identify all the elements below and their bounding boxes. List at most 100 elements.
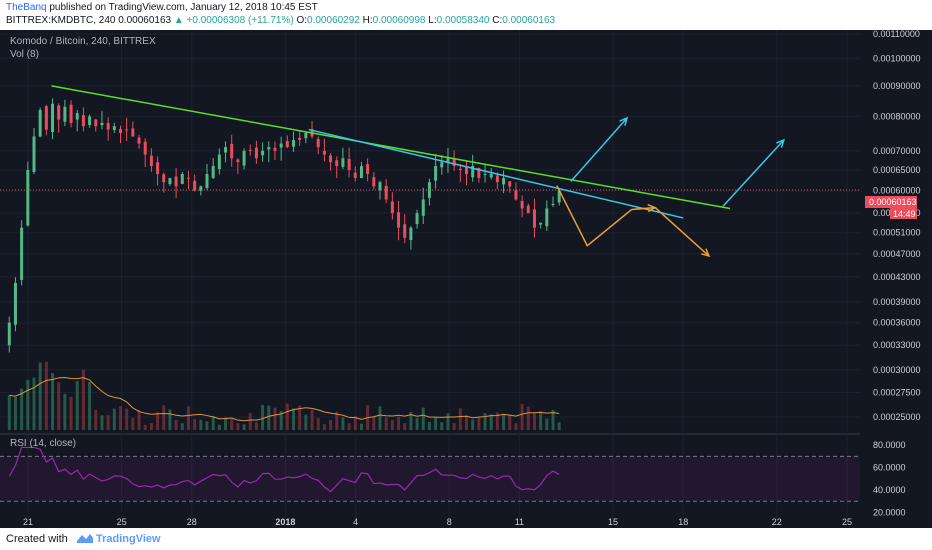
symbol-line: BITTREX:KMDBTC, 240 0.00060163 ▲ +0.0000…	[6, 15, 555, 26]
candle-body	[273, 147, 277, 151]
chart-area[interactable]: 0.00110000 0.00100000 0.00090000 0.00080000…	[0, 30, 932, 528]
volume-bar	[372, 416, 376, 430]
volume-bar	[415, 417, 419, 430]
candle-body	[44, 106, 48, 130]
cyan-arrow-1	[570, 117, 628, 182]
volume-bar	[261, 405, 265, 430]
candle-body	[359, 166, 363, 178]
date-axis-label: 22	[772, 517, 782, 527]
volume-label: Vol (8)	[10, 49, 39, 60]
volume-bar	[329, 419, 333, 430]
candle-body	[199, 186, 203, 191]
date-axis-label: 2018	[275, 517, 295, 527]
volume-bar	[125, 408, 129, 430]
cyan-arrow-2	[722, 139, 785, 207]
volume-bar	[156, 412, 160, 430]
price-axis-label: 0.00039000	[873, 297, 921, 307]
candle-body	[452, 158, 456, 167]
candle-body	[335, 160, 339, 167]
orange-arrow-end-head	[701, 248, 711, 258]
date-axis-label: 28	[187, 517, 197, 527]
volume-bar	[236, 423, 240, 430]
candle-body	[489, 174, 493, 178]
candle-body	[180, 174, 184, 184]
volume-bar	[291, 408, 295, 430]
candle-body	[88, 116, 92, 126]
candle-body	[186, 177, 190, 179]
price-axis-label: 0.00051000	[873, 228, 921, 238]
open-value: 0.00060292	[307, 15, 360, 26]
volume-bar	[539, 411, 543, 430]
volume-ma-line	[9, 376, 560, 422]
volume-bar	[180, 423, 184, 430]
volume-bar	[477, 417, 481, 430]
volume-bar	[440, 422, 444, 430]
volume-bar	[322, 424, 326, 430]
cyan-arrow-1-head	[619, 116, 629, 126]
date-axis-label: 15	[608, 517, 618, 527]
date-axis-label: 25	[117, 517, 127, 527]
candle-body	[298, 137, 302, 140]
candle-body	[205, 174, 209, 189]
close-value: 0.00060163	[502, 15, 556, 26]
volume-bar	[353, 416, 357, 430]
countdown: 14:49	[893, 209, 916, 219]
candle-body	[156, 162, 160, 175]
countdown-bg	[890, 208, 917, 219]
date-axis-label: 25	[842, 517, 852, 527]
candle-body	[230, 143, 234, 159]
created-with-text: Created with	[6, 533, 68, 545]
volume-bar	[193, 418, 197, 430]
volume-bar	[397, 416, 401, 430]
price-axis-label: 0.00080000	[873, 111, 921, 121]
candle-body	[261, 150, 265, 156]
close-label: C:	[489, 15, 503, 26]
candle-body	[353, 172, 357, 179]
candle-body	[347, 158, 351, 170]
volume-bar	[384, 417, 388, 430]
candle-body	[304, 133, 308, 139]
candle-body	[112, 126, 116, 131]
candle-body	[13, 282, 17, 325]
price-tag-bg	[865, 196, 917, 208]
volume-bar	[452, 423, 456, 430]
volume-bar	[13, 396, 17, 430]
candle-body	[291, 139, 295, 147]
candle-body	[384, 185, 388, 200]
volume-bar	[465, 415, 469, 430]
volume-bar	[545, 418, 549, 430]
rsi-pane	[0, 446, 860, 502]
low-value: 0.00058340	[436, 15, 490, 26]
publish-header: TheBanq published on TradingView.com, Ja…	[0, 0, 932, 30]
volume-bar	[174, 419, 178, 430]
volume-bar	[254, 422, 258, 430]
volume-bar	[199, 419, 203, 430]
rsi-axis-label: 40.0000	[873, 485, 906, 495]
volume-bar	[446, 413, 450, 430]
candle-body	[236, 159, 240, 163]
candle-body	[440, 162, 444, 168]
price-axis-label: 0.00100000	[873, 54, 921, 64]
candle-body	[38, 109, 42, 137]
volume-bar	[378, 406, 382, 430]
drawings	[51, 85, 785, 258]
tradingview-brand[interactable]: TradingView	[96, 533, 161, 545]
volume-bar	[483, 413, 487, 430]
volume-bar	[434, 417, 438, 430]
candle-body	[20, 227, 24, 280]
volume-bar	[106, 415, 110, 430]
volume-bar	[267, 405, 271, 430]
rsi-band	[0, 456, 860, 502]
volume-bar	[211, 416, 215, 430]
publish-line: TheBanq published on TradingView.com, Ja…	[6, 2, 318, 13]
volume-bar	[44, 361, 48, 430]
volume-bar	[242, 424, 246, 430]
candle-body	[26, 169, 30, 226]
volume-bar	[230, 419, 234, 430]
volume-bar	[273, 407, 277, 430]
candle-body	[57, 105, 61, 120]
orange-arrow-end	[654, 207, 710, 257]
author-link[interactable]: TheBanq	[6, 2, 47, 13]
candle-body	[465, 166, 469, 175]
